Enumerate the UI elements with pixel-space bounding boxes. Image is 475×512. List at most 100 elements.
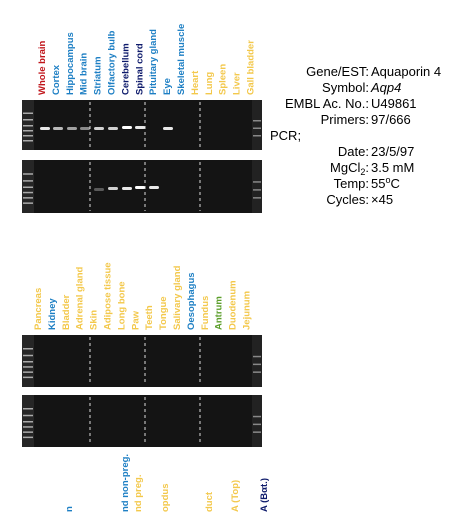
ladder-band (23, 408, 33, 410)
subscript: 2 (360, 167, 365, 177)
band (94, 127, 104, 130)
gel-ladder (252, 395, 262, 447)
lane-label: Fundus (200, 296, 211, 330)
ladder-band (253, 120, 261, 122)
info-label: EMBL Ac. No.: (285, 96, 369, 111)
ladder-band (23, 119, 33, 121)
lane-label: Whole brain (37, 40, 48, 95)
lane-label: Cortex (51, 64, 62, 95)
ladder-band (23, 202, 33, 204)
lane-label: Kidney (47, 298, 58, 330)
lane-label: Long bone (116, 281, 127, 330)
ladder-band (23, 348, 33, 350)
ladder-band (23, 191, 33, 194)
lane-label: Spleen (218, 64, 229, 95)
info-heading: PCR; (270, 128, 301, 143)
lane-label: Antrum (214, 296, 225, 330)
band (40, 127, 50, 130)
band (53, 127, 63, 130)
ladder-band (253, 127, 261, 129)
lane-label: n (64, 506, 75, 512)
ladder-band (23, 421, 33, 423)
info-value: 23/5/97 (371, 144, 414, 159)
gel-ladder (252, 100, 262, 150)
ladder-band (23, 354, 33, 357)
ladder-band (23, 130, 33, 132)
band (135, 186, 145, 189)
ladder-band (23, 186, 33, 188)
ladder-band (253, 189, 261, 191)
band (67, 127, 77, 130)
info-value: ×45 (371, 192, 393, 207)
ladder-band (23, 112, 33, 114)
lane-label: Paw (130, 310, 141, 330)
ladder-band (23, 361, 33, 363)
band (122, 187, 132, 190)
band (80, 127, 90, 130)
info-value: Aqp4 (370, 80, 401, 95)
ladder-band (23, 426, 33, 428)
info-label: Date: (338, 144, 369, 159)
band (135, 126, 145, 129)
info-label: MgCl2: (330, 160, 369, 177)
lane-label: Teeth (144, 305, 155, 330)
ladder-band (23, 431, 33, 433)
band (122, 126, 132, 129)
ladder-band (253, 197, 261, 199)
lane-label: Lung (204, 72, 215, 95)
lane-label: Duodenum (228, 280, 239, 330)
ladder-band (23, 140, 33, 142)
info-block: Gene/EST: Aquaporin 4 Symbol: Aqp4 EMBL … (270, 64, 441, 207)
info-value: Aquaporin 4 (371, 64, 441, 79)
lane-label: A (Top) (230, 480, 241, 512)
superscript: o (385, 175, 390, 185)
ladder-band (23, 436, 33, 439)
lane-label: Olfactory bulb (107, 30, 118, 95)
info-value: 55oC (371, 175, 400, 191)
lane-label: Jejunum (242, 291, 253, 330)
ladder-band (23, 376, 33, 379)
ladder-band (253, 423, 261, 426)
info-label: Primers: (321, 112, 369, 127)
lane-label: A (Bαt.) (259, 478, 270, 512)
lane-label: Cerebellum (120, 43, 131, 95)
ladder-band (23, 180, 33, 182)
ladder-band (253, 363, 261, 366)
info-label: Symbol: (322, 80, 369, 95)
lane-label: Skin (89, 310, 100, 330)
gel (22, 160, 262, 213)
lane-label: Pituitary gland (148, 29, 159, 95)
lane-label: Adipose tissue (103, 262, 114, 330)
lane-label: Striatum (93, 56, 104, 95)
info-value: 97/666 (371, 112, 411, 127)
ladder-band (253, 135, 261, 137)
band (94, 188, 104, 191)
info-value: 3.5 mM (371, 160, 414, 175)
value-text: 55 (371, 176, 385, 191)
info-value: U49861 (371, 96, 417, 111)
ladder-band (23, 173, 33, 175)
lane-label: Skeletal muscle (176, 24, 187, 95)
lane-label: Heart (190, 70, 201, 95)
lane-label: Salivary gland (172, 265, 183, 330)
ladder-band (23, 125, 33, 127)
lane-label: Mid brain (79, 53, 90, 95)
info-label: Gene/EST: (306, 64, 369, 79)
band (149, 186, 159, 189)
colon: : (365, 160, 369, 175)
lane-label: Eye (162, 78, 173, 95)
lane-label: duct (204, 491, 215, 512)
ladder-band (253, 371, 261, 373)
info-label: Temp: (334, 176, 369, 191)
lane-label: opdus (160, 484, 171, 512)
ladder-band (23, 197, 33, 199)
ladder-band (23, 371, 33, 373)
gel (22, 395, 262, 447)
band (108, 127, 118, 130)
band (163, 127, 173, 130)
ladder-band (23, 366, 33, 368)
ladder-band (23, 135, 33, 137)
lane-label: nd preg. (133, 475, 144, 512)
